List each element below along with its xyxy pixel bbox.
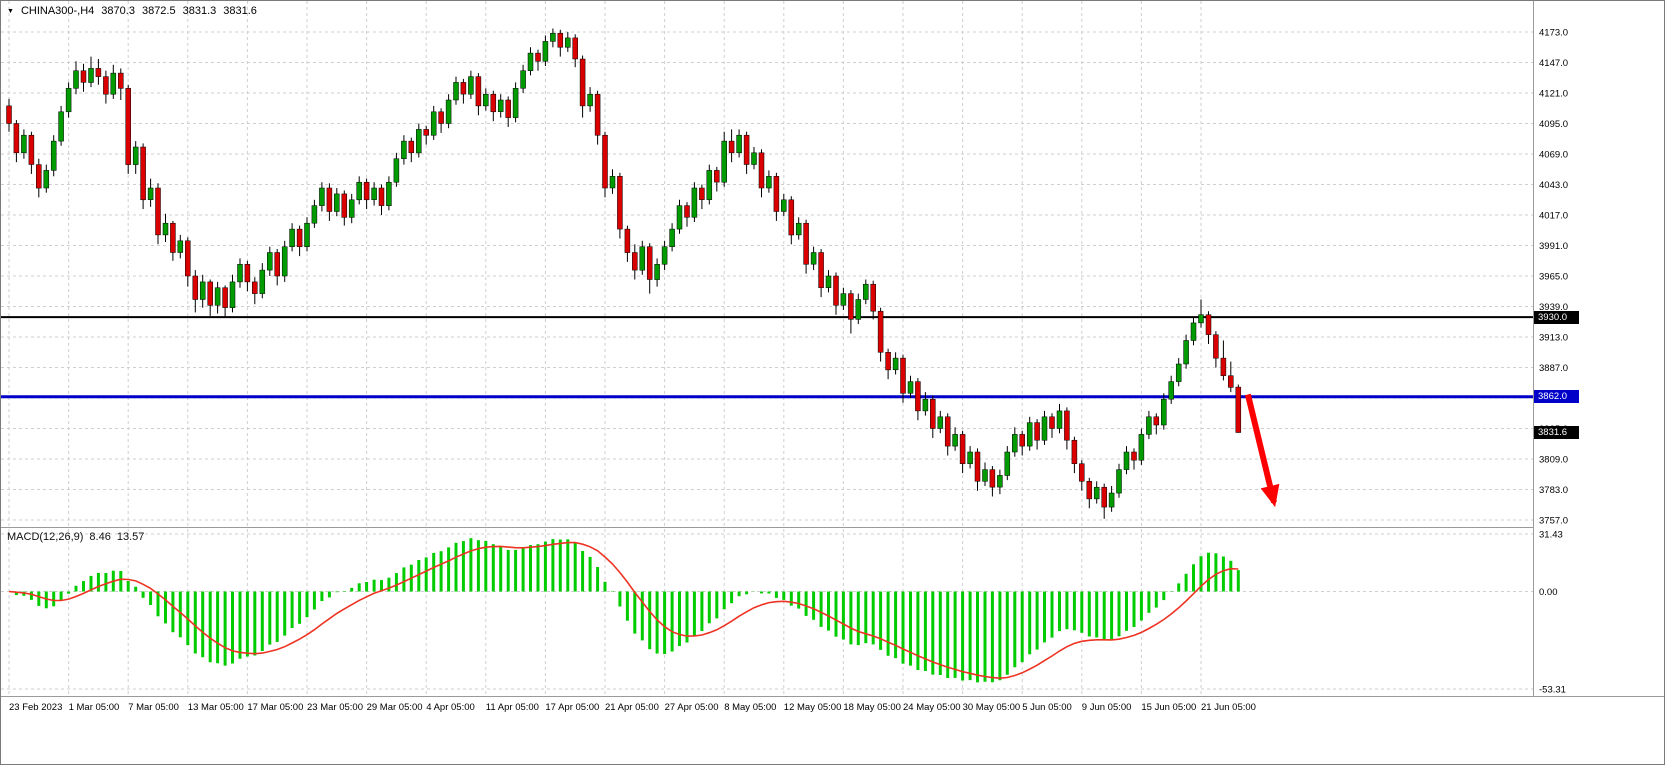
candlestick-series	[6, 28, 1242, 519]
ohlc-close-value: 3831.6	[223, 5, 257, 17]
grid-lines	[1, 1, 1533, 696]
time-axis-label: 15 Jun 05:00	[1141, 702, 1196, 713]
macd-axis-label: 31.43	[1539, 530, 1563, 541]
horizontal-level-lines[interactable]	[1, 316, 1533, 399]
time-axis-label: 8 May 05:00	[724, 702, 776, 713]
down-arrow	[1244, 393, 1280, 508]
time-axis-label: 5 Jun 05:00	[1022, 702, 1072, 713]
ohlc-low-value: 3831.3	[182, 5, 217, 17]
time-axis-label: 4 Apr 05:00	[426, 702, 475, 713]
time-axis-label: 17 Apr 05:00	[545, 702, 599, 713]
price-axis-label: 4173.0	[1539, 28, 1568, 39]
macd-indicator	[1, 533, 1533, 690]
time-axis-label: 13 Mar 05:00	[188, 702, 244, 713]
price-axis-label: 4017.0	[1539, 211, 1568, 222]
price-axis-label: 3757.0	[1539, 516, 1568, 527]
trend-arrow-annotation[interactable]	[1244, 393, 1280, 508]
time-axis-label: 29 Mar 05:00	[367, 702, 423, 713]
time-axis-label: 9 Jun 05:00	[1082, 702, 1132, 713]
macd-indicator-label: MACD(12,26,9) 8.46 13.57	[7, 531, 144, 543]
price-axis-label: 4121.0	[1539, 89, 1568, 100]
time-axis-label: 30 May 05:00	[963, 702, 1021, 713]
current-price-badge: 3831.6	[1534, 425, 1579, 439]
price-axis-label: 3783.0	[1539, 485, 1568, 496]
time-axis-label: 24 May 05:00	[903, 702, 961, 713]
resistance-level-badge[interactable]: 3930.0	[1534, 310, 1579, 324]
symbol-marker-icon: ▼	[7, 7, 14, 15]
macd-axis-label: -53.31	[1539, 685, 1566, 696]
time-axis-label: 1 Mar 05:00	[69, 702, 120, 713]
macd-signal-line	[8, 541, 1239, 680]
price-axis-label: 4043.0	[1539, 180, 1568, 191]
price-axis-label: 4069.0	[1539, 150, 1568, 161]
price-axis-label: 3809.0	[1539, 455, 1568, 466]
price-axis-label: 3913.0	[1539, 333, 1568, 344]
ohlc-high-value: 3872.5	[141, 5, 176, 17]
price-axis-label: 4147.0	[1539, 58, 1568, 69]
price-axis-label: 3887.0	[1539, 363, 1568, 374]
time-axis-label: 23 Mar 05:00	[307, 702, 363, 713]
time-axis-label: 12 May 05:00	[784, 702, 842, 713]
time-axis[interactable]: 23 Feb 2023 1 Mar 05:00 7 Mar 05:00 13 Mar …	[9, 702, 1256, 713]
price-axis-label: 4095.0	[1539, 119, 1568, 130]
support-level-badge[interactable]: 3862.0	[1534, 390, 1579, 404]
ohlc-open-value: 3870.3	[101, 5, 135, 17]
macd-title-text: MACD(12,26,9)	[7, 531, 84, 543]
time-axis-label: 17 Mar 05:00	[247, 702, 303, 713]
time-axis-label: 23 Feb 2023	[9, 702, 62, 713]
panel-separators[interactable]	[1, 1, 1665, 697]
time-axis-label: 7 Mar 05:00	[128, 702, 179, 713]
symbol-timeframe-label: CHINA300-,H4	[20, 5, 95, 17]
macd-main-value: 8.46	[89, 531, 111, 543]
price-axis-label: 3939.0	[1539, 302, 1568, 313]
time-axis-label: 18 May 05:00	[843, 702, 901, 713]
time-axis-label: 27 Apr 05:00	[665, 702, 719, 713]
chart-title: ▼ CHINA300-,H4 3870.3 3872.5 3831.3 3831…	[7, 5, 257, 17]
macd-signal-value: 13.57	[116, 531, 145, 543]
price-axis-label: 3991.0	[1539, 241, 1568, 252]
time-axis-label: 21 Apr 05:00	[605, 702, 659, 713]
time-axis-label: 21 Jun 05:00	[1201, 702, 1256, 713]
time-axis-label: 11 Apr 05:00	[486, 702, 539, 713]
price-axis-label: 3965.0	[1539, 272, 1568, 283]
price-axis[interactable]: 4173.0 4147.0 4121.0 4095.0 4069.0 4043.0 4017…	[1539, 28, 1568, 696]
macd-axis-label: 0.00	[1539, 587, 1558, 598]
